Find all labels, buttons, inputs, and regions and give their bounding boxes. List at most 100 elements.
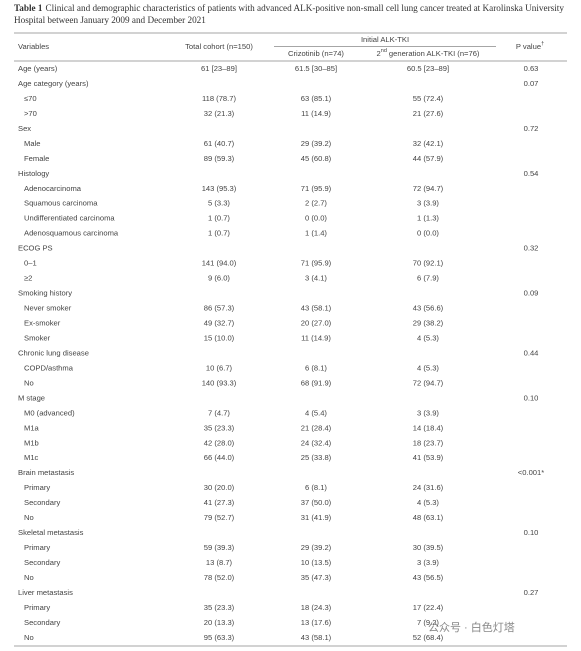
cell-total: 79 (52.7) — [204, 513, 235, 522]
cell-gen2: 0 (0.0) — [417, 229, 439, 238]
cell-total: 61 (40.7) — [204, 139, 235, 148]
section-label: Liver metastasis — [18, 588, 73, 597]
cell-crizotinib: 2 (2.7) — [305, 199, 327, 208]
cell-crizotinib: 43 (58.1) — [301, 633, 332, 642]
row-label: M1c — [24, 453, 39, 462]
row-label: M0 (advanced) — [24, 408, 75, 417]
cell-p-value: 0.44 — [524, 348, 539, 357]
cell-crizotinib: 18 (24.3) — [301, 603, 332, 612]
cell-crizotinib: 68 (91.9) — [301, 378, 332, 387]
row-label: No — [24, 378, 34, 387]
cell-gen2: 3 (3.9) — [417, 558, 439, 567]
header-gen2: 2nd generation ALK-TKI (n=76) — [377, 48, 480, 58]
cell-total: 32 (21.3) — [204, 109, 235, 118]
cell-total: 10 (6.7) — [206, 363, 233, 372]
cell-crizotinib: 35 (47.3) — [301, 573, 332, 582]
cell-gen2: 3 (3.9) — [417, 408, 439, 417]
header-p: P value† — [516, 41, 544, 51]
cell-total: 49 (32.7) — [204, 318, 235, 327]
cell-crizotinib: 20 (27.0) — [301, 318, 332, 327]
cell-gen2: 4 (5.3) — [417, 498, 439, 507]
cell-crizotinib: 24 (32.4) — [301, 438, 332, 447]
row-label: Secondary — [24, 618, 61, 627]
cell-crizotinib: 21 (28.4) — [301, 423, 332, 432]
cell-gen2: 43 (56.6) — [413, 304, 444, 313]
cell-crizotinib: 63 (85.1) — [301, 94, 332, 103]
cell-gen2: 21 (27.6) — [413, 109, 444, 118]
section-label: Sex — [18, 124, 31, 133]
row-label: Adenosquamous carcinoma — [24, 229, 119, 238]
cell-gen2: 70 (92.1) — [413, 259, 444, 268]
cell-total: 66 (44.0) — [204, 453, 235, 462]
header-crizotinib: Crizotinib (n=74) — [288, 49, 344, 58]
cell-total: 118 (78.7) — [202, 94, 237, 103]
cell-p-value: 0.32 — [524, 244, 539, 253]
section-label: ECOG PS — [18, 244, 53, 253]
cell-total: 9 (6.0) — [208, 274, 230, 283]
row-label: M1a — [24, 423, 40, 432]
cell-gen2: 24 (31.6) — [413, 483, 444, 492]
section-label: Smoking history — [18, 289, 72, 298]
cell-crizotinib: 11 (14.9) — [301, 333, 331, 342]
section-label: Chronic lung disease — [18, 348, 89, 357]
cell-p-value: 0.63 — [524, 64, 539, 73]
table-caption: Table 1 Clinical and demographic characte… — [14, 3, 569, 26]
cell-total: 59 (39.3) — [204, 543, 235, 552]
section-label: M stage — [18, 393, 45, 402]
row-label: COPD/asthma — [24, 363, 74, 372]
cell-crizotinib: 29 (39.2) — [301, 139, 332, 148]
cell-total: 35 (23.3) — [204, 423, 235, 432]
row-label: >70 — [24, 109, 37, 118]
header-gen2-num: 2 — [377, 49, 381, 58]
cell-gen2: 41 (53.9) — [413, 453, 444, 462]
cell-gen2: 72 (94.7) — [413, 184, 444, 193]
row-label: ≤70 — [24, 94, 37, 103]
cell-crizotinib: 31 (41.9) — [301, 513, 332, 522]
cell-crizotinib: 11 (14.9) — [301, 109, 331, 118]
row-label: Squamous carcinoma — [24, 199, 98, 208]
row-label: No — [24, 513, 34, 522]
cell-total: 13 (8.7) — [206, 558, 233, 567]
cell-crizotinib: 4 (5.4) — [305, 408, 327, 417]
header-gen2-sup: nd — [381, 48, 387, 54]
cell-crizotinib: 25 (33.8) — [301, 453, 332, 462]
cell-total: 41 (27.3) — [204, 498, 235, 507]
cell-gen2: 48 (63.1) — [413, 513, 444, 522]
cell-total: 7 (4.7) — [208, 408, 230, 417]
cell-crizotinib: 61.5 [30–85] — [295, 64, 337, 73]
row-label: Undifferentiated carcinoma — [24, 214, 115, 223]
cell-crizotinib: 1 (1.4) — [305, 229, 327, 238]
row-label: Primary — [24, 483, 50, 492]
cell-total: 141 (94.0) — [202, 259, 237, 268]
cell-crizotinib: 10 (13.5) — [301, 558, 332, 567]
row-label: Ex-smoker — [24, 318, 61, 327]
row-label: Female — [24, 154, 49, 163]
cell-gen2: 3 (3.9) — [417, 199, 439, 208]
cell-gen2: 17 (22.4) — [413, 603, 444, 612]
cell-p-value: 0.09 — [524, 289, 539, 298]
cell-gen2: 1 (1.3) — [417, 214, 439, 223]
section-label: Histology — [18, 169, 49, 178]
cell-total: 86 (57.3) — [204, 304, 235, 313]
cell-total: 20 (13.3) — [204, 618, 235, 627]
row-label: Secondary — [24, 558, 61, 567]
row-label: ≥2 — [24, 274, 32, 283]
cell-p-value: 0.27 — [524, 588, 539, 597]
header-p-sup: † — [541, 41, 544, 47]
cell-total: 35 (23.3) — [204, 603, 235, 612]
cell-crizotinib: 6 (8.1) — [305, 483, 327, 492]
row-label: No — [24, 633, 34, 642]
cell-total: 140 (93.3) — [202, 378, 237, 387]
row-label: Never smoker — [24, 304, 72, 313]
cell-total: 61 [23–89] — [201, 64, 237, 73]
header-variables: Variables — [18, 42, 49, 51]
header-p-text: P value — [516, 42, 541, 51]
cell-crizotinib: 13 (17.6) — [301, 618, 332, 627]
row-label: Male — [24, 139, 40, 148]
cell-total: 5 (3.3) — [208, 199, 230, 208]
row-label: Primary — [24, 543, 50, 552]
section-label: Skeletal metastasis — [18, 528, 84, 537]
cell-crizotinib: 37 (50.0) — [301, 498, 332, 507]
